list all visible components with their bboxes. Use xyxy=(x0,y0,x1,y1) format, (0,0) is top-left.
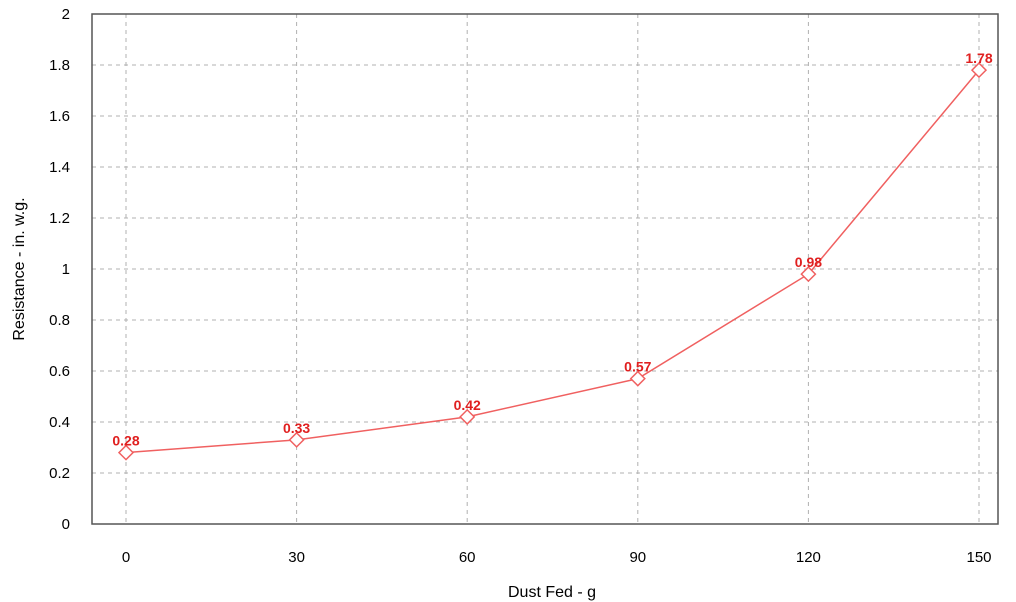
y-tick-label: 0.2 xyxy=(49,465,70,482)
x-tick-label: 90 xyxy=(629,549,646,566)
y-tick-label: 0.6 xyxy=(49,363,70,380)
y-tick-label: 1 xyxy=(62,261,70,278)
data-point-marker xyxy=(288,431,305,448)
series-line xyxy=(125,69,980,454)
y-axis-tick-labels: 0 0.2 0.4 0.6 0.8 1 1.2 1.4 1.6 1.8 2 xyxy=(49,6,70,533)
x-tick-label: 150 xyxy=(966,549,991,566)
grid xyxy=(92,14,998,524)
plot-area-frame xyxy=(91,13,999,525)
data-label: 0.98 xyxy=(795,254,822,270)
y-tick-label: 1.6 xyxy=(49,108,70,125)
data-label: 0.33 xyxy=(283,420,310,436)
data-label: 0.28 xyxy=(112,433,139,449)
data-point-marker xyxy=(629,370,646,387)
data-point-marker xyxy=(970,62,988,79)
y-tick-label: 1.4 xyxy=(49,159,70,176)
data-point-marker xyxy=(459,408,476,425)
y-axis-title: Resistance - in. w.g. xyxy=(11,197,28,340)
x-tick-label: 60 xyxy=(459,549,476,566)
data-label: 0.57 xyxy=(624,359,651,375)
y-tick-label: 0.8 xyxy=(49,312,70,329)
series-layer: 0.28 0.33 0.42 0.57 0.98 1.78 xyxy=(112,50,993,461)
x-tick-label: 120 xyxy=(796,549,821,566)
y-tick-label: 2 xyxy=(62,6,70,23)
x-tick-label: 0 xyxy=(122,549,130,566)
y-tick-label: 0 xyxy=(62,516,70,533)
y-tick-label: 0.4 xyxy=(49,414,70,431)
x-axis-title: Dust Fed - g xyxy=(508,584,596,601)
y-tick-label: 1.8 xyxy=(49,57,70,74)
y-tick-label: 1.2 xyxy=(49,210,70,227)
data-point-marker xyxy=(117,444,135,461)
x-tick-label: 30 xyxy=(288,549,305,566)
x-axis-tick-labels: 0 30 60 90 120 150 xyxy=(122,549,992,566)
data-point-marker xyxy=(800,266,817,283)
data-label: 1.78 xyxy=(965,50,992,66)
data-label: 0.42 xyxy=(454,397,481,413)
